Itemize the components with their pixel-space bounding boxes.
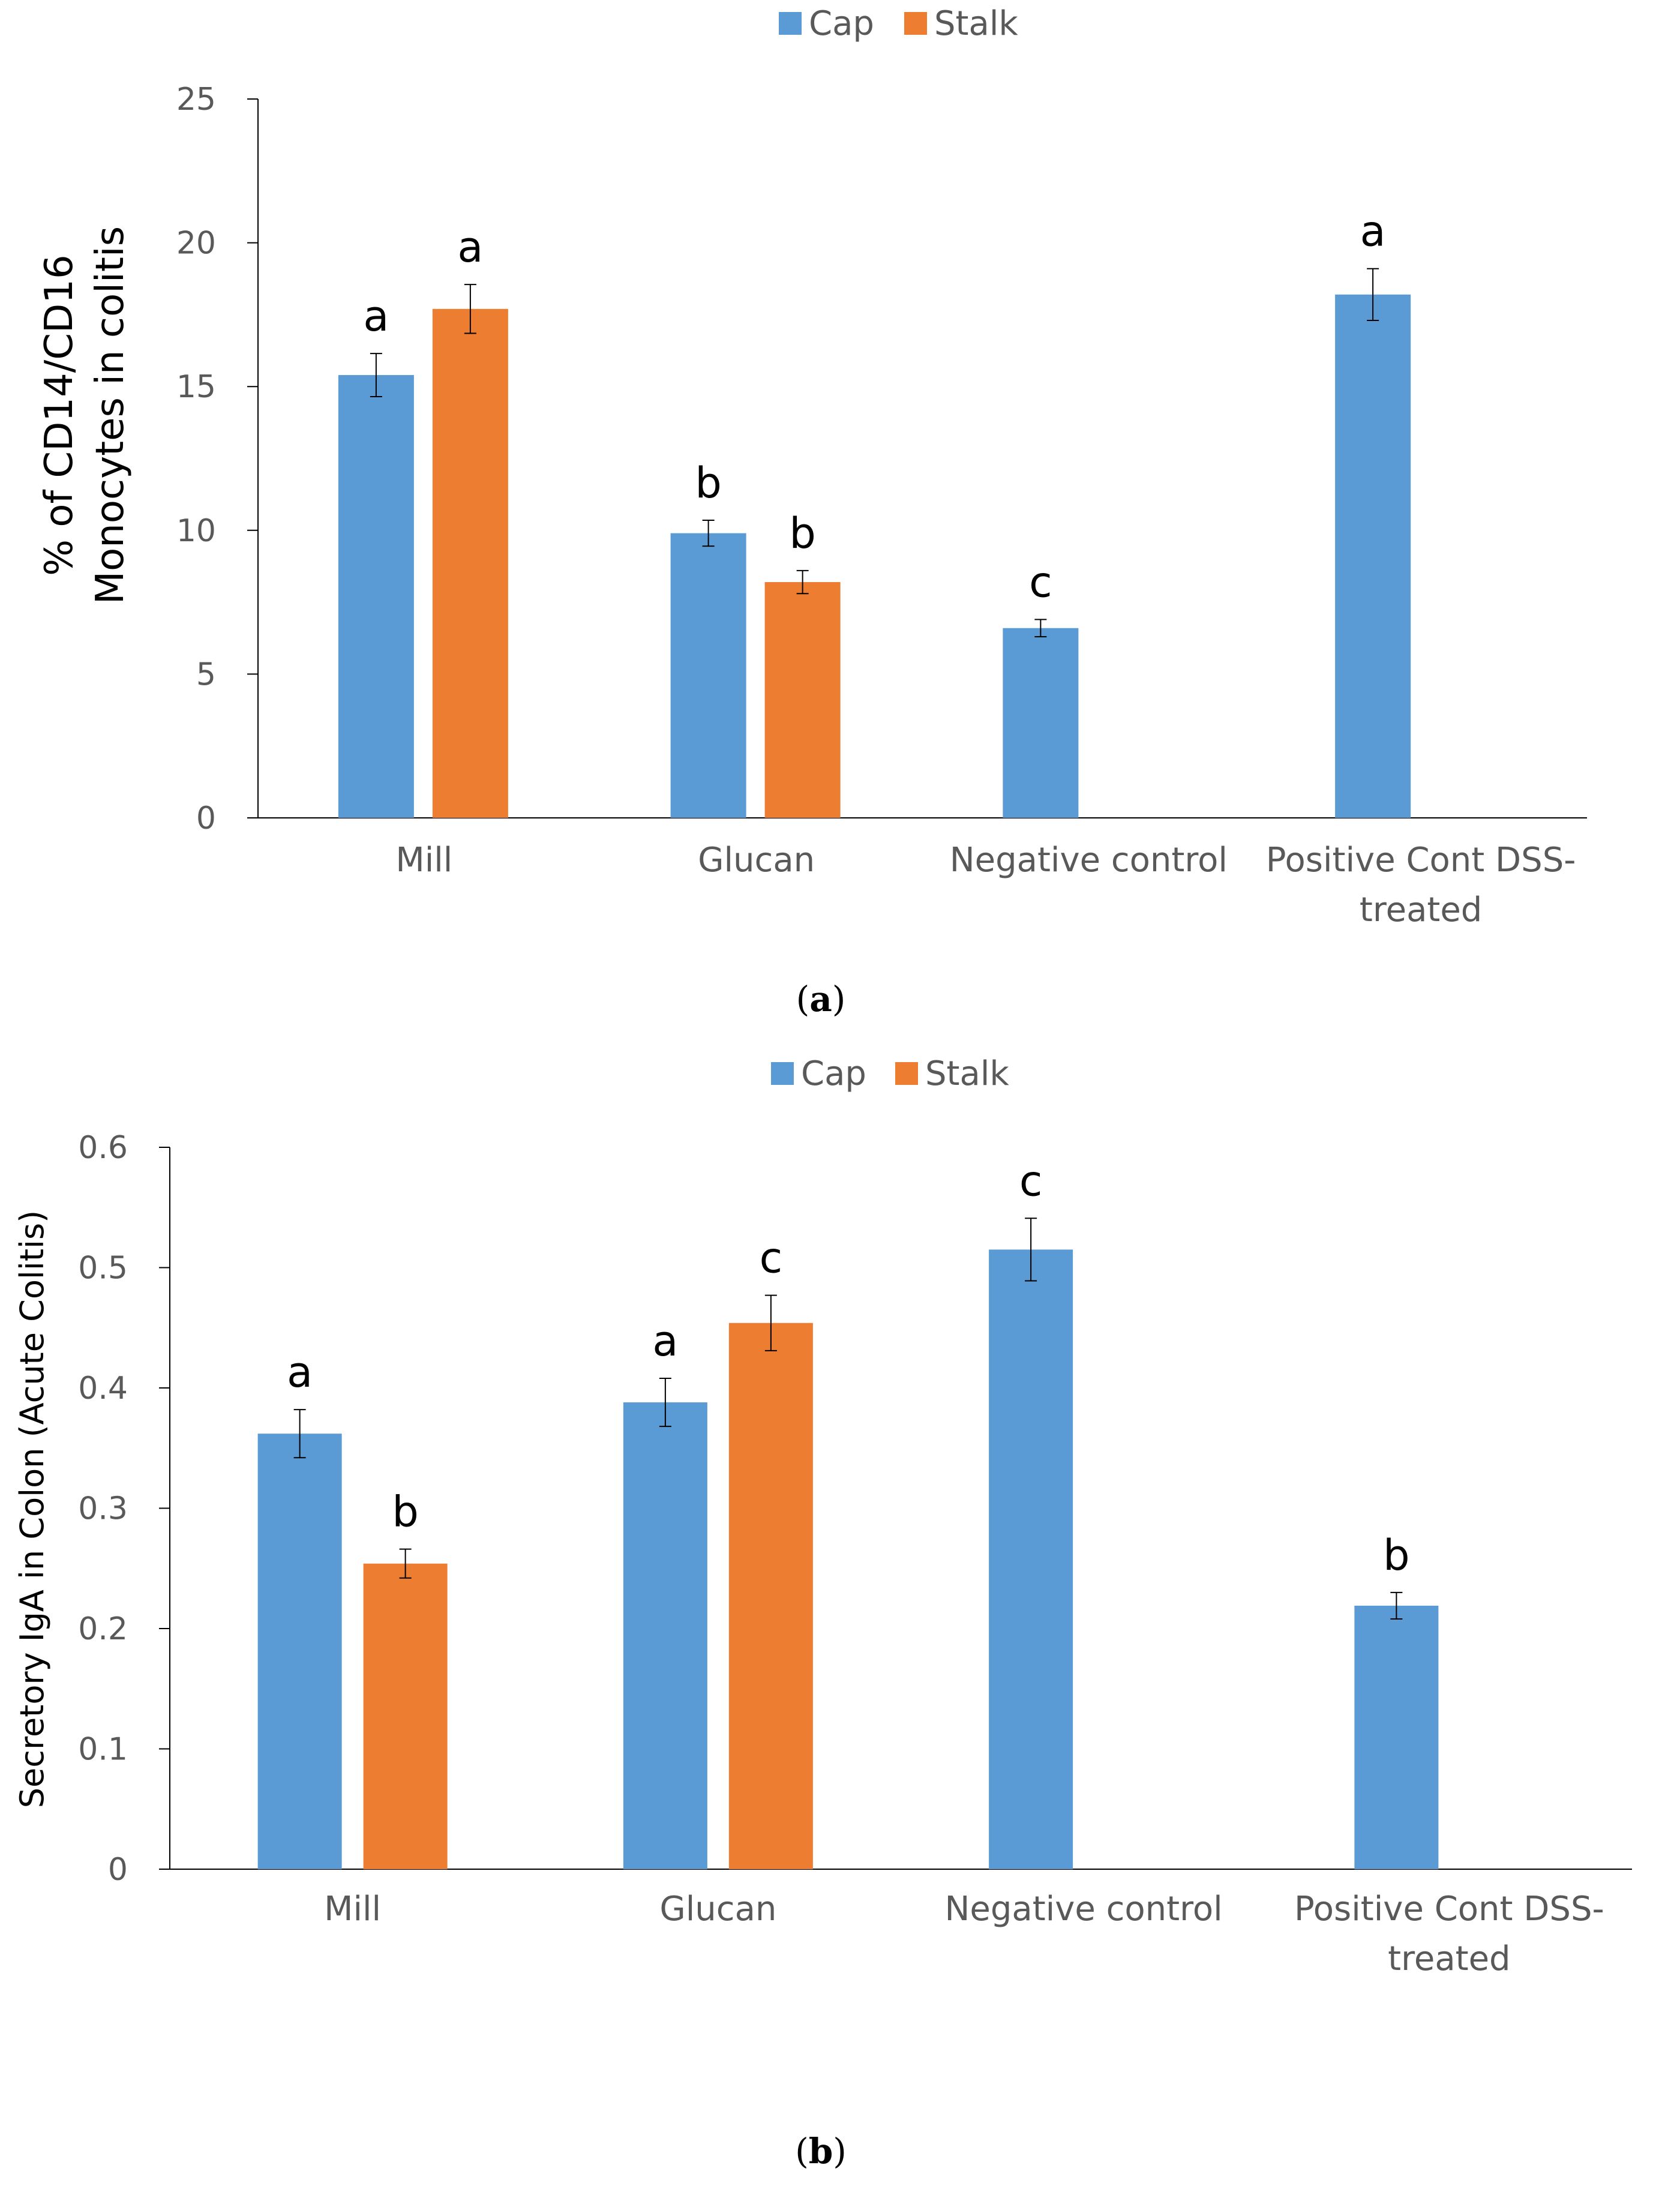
- x-category-label: Positive Cont DSS-: [1266, 841, 1576, 880]
- y-tick-label: 0.5: [78, 1251, 128, 1287]
- legend-label-cap: Cap: [801, 1054, 866, 1093]
- y-tick-label: 20: [176, 226, 216, 262]
- caption-close: ): [833, 2131, 847, 2172]
- legend-label-stalk: Stalk: [934, 4, 1018, 43]
- significance-label: a: [287, 1348, 313, 1397]
- y-tick-label: 0.3: [78, 1491, 128, 1527]
- y-tick-label: 10: [176, 513, 216, 549]
- legend: Cap Stalk: [771, 1054, 1009, 1093]
- x-category-label: Negative control: [945, 1890, 1223, 1929]
- x-category-label: Positive Cont DSS-: [1294, 1890, 1604, 1929]
- bar-stalk-1: [728, 1323, 813, 1869]
- bar-cap-1: [623, 1402, 707, 1869]
- chart-panel-b: Cap Stalk 0 0.1 0.2 0.3 0.4 0.5 0.6 Secretory IgA…: [13, 1054, 1632, 2172]
- significance-label: a: [1360, 207, 1386, 256]
- y-tick-label: 0: [108, 1852, 128, 1888]
- y-axis-title: Secretory IgA in Colon (Acute Colitis): [13, 1210, 51, 1809]
- bar-stalk-0: [432, 308, 508, 818]
- legend-swatch-cap: [771, 1062, 794, 1085]
- x-category-label: Negative control: [950, 841, 1228, 880]
- y-tick-label: 25: [176, 82, 216, 118]
- panel-caption: (b): [795, 2131, 847, 2172]
- bar-cap-3: [1354, 1605, 1439, 1869]
- legend-swatch-stalk: [904, 12, 927, 35]
- legend-label-cap: Cap: [809, 4, 874, 43]
- y-tick-label: 5: [196, 656, 216, 692]
- caption-open: (: [796, 979, 810, 1019]
- x-category-label: Glucan: [659, 1890, 776, 1929]
- legend-label-stalk: Stalk: [925, 1054, 1009, 1093]
- panel-caption: (a): [796, 979, 846, 1019]
- caption-close: ): [832, 979, 846, 1019]
- bar-cap-3: [1335, 294, 1411, 818]
- y-tick-label: 0: [196, 800, 216, 836]
- y-tick-label: 0.6: [78, 1130, 128, 1166]
- x-category-label: Mill: [324, 1890, 381, 1929]
- bar-cap-2: [1003, 628, 1079, 818]
- legend-swatch-stalk: [895, 1062, 918, 1085]
- significance-label: b: [1383, 1531, 1409, 1580]
- significance-label: a: [652, 1317, 678, 1366]
- significance-label: c: [1019, 1156, 1043, 1206]
- y-axis-title: Monocytes in colitis: [88, 226, 133, 604]
- bar-cap-1: [670, 533, 746, 818]
- y-tick-label: 0.4: [78, 1371, 128, 1407]
- bar-cap-2: [989, 1249, 1073, 1869]
- caption-open: (: [795, 2131, 809, 2172]
- y-tick-label: 0.1: [78, 1732, 128, 1768]
- significance-label: c: [1029, 557, 1052, 607]
- significance-label: b: [392, 1488, 418, 1537]
- bar-cap-0: [257, 1434, 342, 1869]
- significance-label: a: [363, 292, 389, 341]
- bar-cap-0: [338, 375, 414, 818]
- significance-label: b: [695, 458, 721, 508]
- chart-panel-a: Cap Stalk 0 5 10 15 20 25 % of CD14/CD16 Monocyte…: [37, 4, 1587, 1019]
- legend: Cap Stalk: [779, 4, 1018, 43]
- x-category-label: Glucan: [698, 841, 815, 880]
- caption-letter: b: [809, 2131, 833, 2172]
- bar-stalk-1: [764, 582, 841, 818]
- x-category-label: treated: [1388, 1939, 1510, 1978]
- x-category-label: Mill: [395, 841, 452, 880]
- caption-letter: a: [809, 979, 832, 1019]
- legend-swatch-cap: [779, 12, 802, 35]
- significance-label: a: [457, 223, 483, 272]
- x-category-label: treated: [1360, 890, 1482, 929]
- significance-label: c: [760, 1234, 783, 1283]
- significance-label: b: [789, 509, 815, 558]
- bar-stalk-0: [363, 1563, 448, 1869]
- y-axis-title: % of CD14/CD16: [37, 254, 82, 576]
- y-tick-label: 15: [176, 369, 216, 405]
- y-tick-label: 0.2: [78, 1611, 128, 1647]
